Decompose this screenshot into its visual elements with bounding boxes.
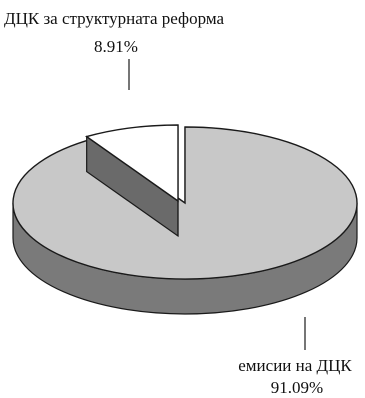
slice-1-top-face: [85, 124, 179, 203]
slice-value-emissions: 91.09%: [270, 378, 324, 397]
slice-value-structural-reform: 8.91%: [94, 37, 138, 56]
slice-0-top-face: [12, 126, 358, 280]
slice-label-emissions: емисии на ДЦК: [238, 356, 352, 375]
slice-label-structural-reform: ДЦК за структурната реформа: [4, 9, 225, 28]
